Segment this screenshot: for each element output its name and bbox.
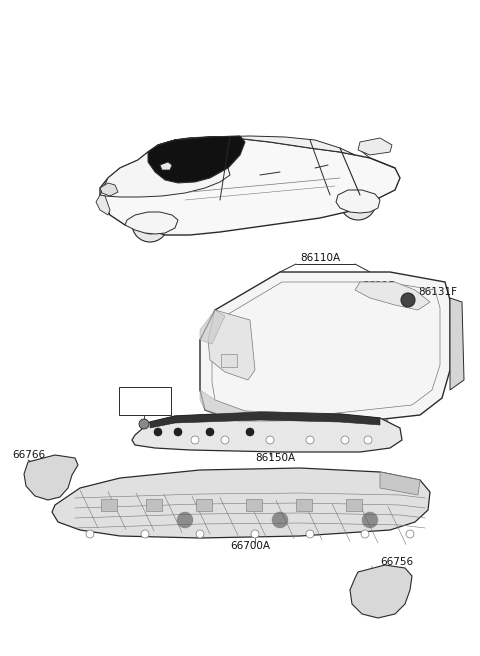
Polygon shape [355,282,430,310]
Circle shape [139,419,149,429]
Polygon shape [200,390,328,422]
Polygon shape [200,310,225,344]
Polygon shape [148,136,245,183]
Circle shape [406,530,414,538]
Circle shape [196,530,204,538]
Polygon shape [160,162,172,170]
Polygon shape [125,212,178,234]
Polygon shape [200,272,450,425]
Text: 86150A: 86150A [255,453,295,463]
Circle shape [341,436,349,444]
Circle shape [221,436,229,444]
Text: 66756: 66756 [380,557,413,567]
Circle shape [364,436,372,444]
Polygon shape [208,310,255,380]
Circle shape [191,436,199,444]
Polygon shape [100,152,230,197]
Polygon shape [96,195,110,215]
Text: 86155: 86155 [122,391,153,401]
Circle shape [174,428,182,436]
Polygon shape [336,190,380,213]
Circle shape [132,206,168,242]
Circle shape [251,530,259,538]
Polygon shape [350,565,412,618]
Polygon shape [52,468,430,538]
Text: 66766: 66766 [12,450,45,460]
FancyBboxPatch shape [296,499,312,511]
Circle shape [141,530,149,538]
Circle shape [246,428,254,436]
Polygon shape [132,412,402,452]
Text: 86115: 86115 [362,281,395,291]
Polygon shape [380,472,420,495]
FancyBboxPatch shape [246,499,262,511]
Circle shape [177,512,193,528]
FancyBboxPatch shape [119,387,171,415]
Circle shape [306,436,314,444]
Polygon shape [100,183,118,196]
Circle shape [86,530,94,538]
Polygon shape [158,136,355,155]
FancyBboxPatch shape [146,499,162,511]
FancyBboxPatch shape [221,354,237,367]
FancyBboxPatch shape [346,499,362,511]
Circle shape [340,184,376,220]
Circle shape [306,530,314,538]
Polygon shape [150,412,380,428]
Circle shape [140,214,160,234]
Text: 66700A: 66700A [230,541,270,551]
FancyBboxPatch shape [101,499,117,511]
Polygon shape [100,137,400,235]
Circle shape [272,512,288,528]
Circle shape [361,530,369,538]
Circle shape [154,428,162,436]
Polygon shape [358,138,392,155]
Text: 86131F: 86131F [418,287,457,297]
Circle shape [206,428,214,436]
Polygon shape [450,298,464,390]
Circle shape [401,293,415,307]
Circle shape [362,512,378,528]
Circle shape [348,192,368,212]
Text: 86156: 86156 [122,403,153,413]
Text: 86110A: 86110A [300,253,340,263]
FancyBboxPatch shape [196,499,212,511]
Circle shape [266,436,274,444]
Polygon shape [24,455,78,500]
